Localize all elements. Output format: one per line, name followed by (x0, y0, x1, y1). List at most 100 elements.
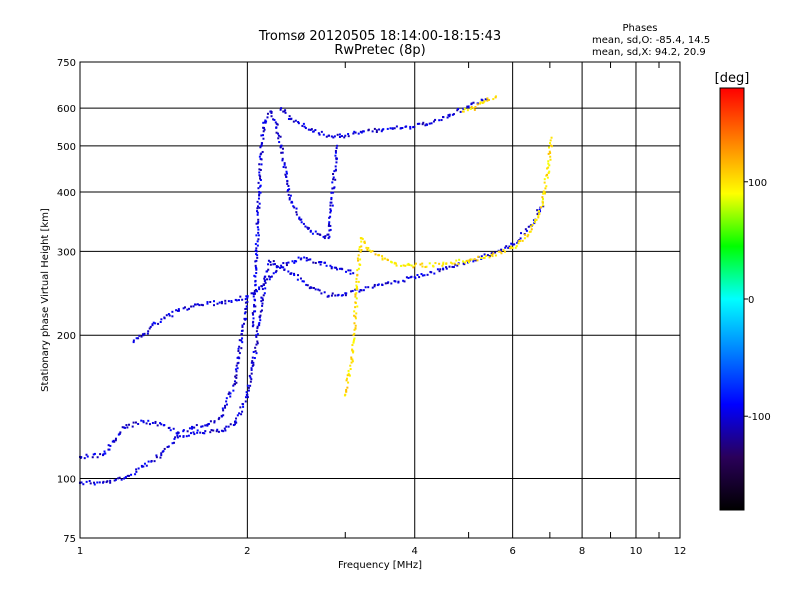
echo-point (259, 178, 262, 181)
echo-point (389, 127, 392, 130)
echo-point (319, 233, 322, 236)
echo-point (258, 324, 261, 327)
echo-point (292, 205, 295, 208)
echo-point (432, 120, 435, 123)
echo-point (280, 151, 283, 154)
echo-point (295, 211, 298, 214)
echo-point (80, 456, 83, 459)
echo-point (210, 429, 213, 432)
echo-point (257, 187, 260, 190)
echo-point (354, 324, 357, 327)
echo-point (85, 453, 88, 456)
echo-point (359, 130, 362, 133)
echo-point (358, 263, 361, 266)
echo-point (264, 287, 267, 290)
echo-point (349, 269, 352, 272)
echo-point (333, 170, 336, 173)
echo-point (223, 427, 226, 430)
echo-point (325, 135, 328, 138)
echo-point (298, 217, 301, 220)
echo-point (86, 455, 89, 458)
echo-point (295, 213, 298, 216)
echo-point (428, 122, 431, 125)
echo-point (488, 255, 491, 258)
echo-point (118, 476, 121, 479)
echo-point (102, 481, 105, 484)
echo-point (352, 272, 355, 275)
echo-point (328, 216, 331, 219)
echo-point (213, 420, 216, 423)
echo-point (254, 264, 257, 267)
echo-point (300, 221, 303, 224)
echo-point (256, 327, 259, 330)
echo-point (538, 210, 541, 213)
echo-point (287, 270, 290, 273)
echo-point (286, 183, 289, 186)
echo-point (547, 162, 550, 165)
echo-point (543, 181, 546, 184)
echo-point (261, 297, 264, 300)
echo-point (340, 135, 343, 138)
echo-point (330, 198, 333, 201)
echo-point (256, 325, 259, 328)
echo-point (470, 258, 473, 261)
y-tick-label: 600 (57, 104, 76, 115)
echo-point (145, 422, 148, 425)
echo-point (354, 327, 357, 330)
echo-point (352, 350, 355, 353)
echo-point (284, 173, 287, 176)
echo-point (221, 407, 224, 410)
echo-point (255, 334, 258, 337)
echo-point (329, 204, 332, 207)
echo-point (262, 294, 265, 297)
echo-point (246, 396, 249, 399)
echo-point (431, 264, 434, 267)
echo-point (490, 252, 493, 255)
echo-point (243, 312, 246, 315)
y-tick-label: 100 (57, 475, 76, 486)
echo-point (246, 384, 249, 387)
echo-point (280, 264, 283, 267)
echo-point (173, 441, 176, 444)
echo-point (255, 290, 258, 293)
echo-point (536, 209, 539, 212)
echo-point (209, 301, 212, 304)
echo-point (314, 230, 317, 233)
echo-point (201, 432, 204, 435)
echo-point (328, 221, 331, 224)
echo-point (391, 127, 394, 130)
echo-point (245, 307, 248, 310)
echo-point (235, 299, 238, 302)
echo-point (259, 175, 262, 178)
echo-point (298, 216, 301, 219)
echo-point (259, 310, 262, 313)
echo-point (428, 262, 431, 265)
echo-point (355, 297, 358, 300)
echo-point (80, 481, 83, 484)
echo-point (137, 467, 140, 470)
echo-point (220, 300, 223, 303)
echo-point (462, 110, 465, 113)
echo-point (253, 303, 256, 306)
echo-point (515, 245, 518, 248)
echo-point (356, 305, 359, 308)
echo-point (386, 259, 389, 262)
echo-point (480, 98, 483, 101)
echo-point (290, 117, 293, 120)
echo-point (455, 259, 458, 262)
x-axis-ticks: 1 2 4 6 8 10 12 (77, 546, 687, 557)
echo-point (142, 334, 145, 337)
echo-point (421, 265, 424, 268)
echo-point (494, 251, 497, 254)
echo-point (476, 103, 479, 106)
echo-point (243, 317, 246, 320)
echo-point (290, 201, 293, 204)
echo-point (143, 332, 146, 335)
echo-point (413, 276, 416, 279)
echo-point (354, 131, 357, 134)
echo-point (334, 151, 337, 154)
echo-point (247, 386, 250, 389)
echo-point (225, 400, 228, 403)
echo-point (442, 261, 445, 264)
echo-point (456, 109, 459, 112)
